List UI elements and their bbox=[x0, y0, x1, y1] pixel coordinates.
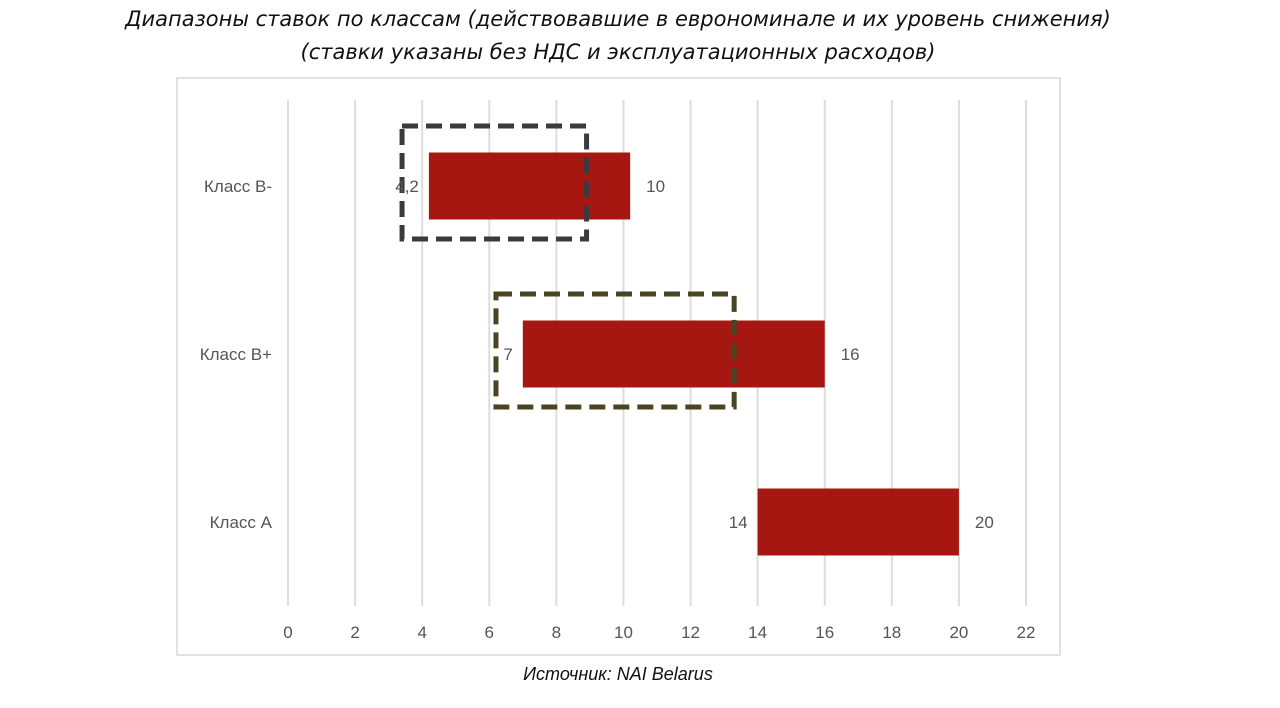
source-note: Источник: NAI Belarus bbox=[523, 664, 713, 684]
x-tick-label: 16 bbox=[815, 623, 834, 642]
chart-subtitle: (ставки указаны без НДС и эксплуатационн… bbox=[300, 40, 936, 64]
x-tick-label: 10 bbox=[614, 623, 633, 642]
x-tick-label: 2 bbox=[350, 623, 359, 642]
low-value-label: 14 bbox=[729, 513, 748, 532]
low-value-label: 4,2 bbox=[395, 177, 419, 196]
highlight-box bbox=[399, 123, 590, 242]
x-tick-label: 18 bbox=[882, 623, 901, 642]
x-tick-label: 8 bbox=[552, 623, 561, 642]
category-label: Класс B- bbox=[204, 177, 272, 196]
x-tick-label: 12 bbox=[681, 623, 700, 642]
low-value-label: 7 bbox=[503, 345, 512, 364]
high-value-label: 20 bbox=[975, 513, 994, 532]
x-tick-label: 20 bbox=[949, 623, 968, 642]
high-value-label: 16 bbox=[841, 345, 860, 364]
high-value-label: 10 bbox=[646, 177, 665, 196]
category-label: Класс B+ bbox=[200, 345, 272, 364]
data-labels: 4,2 10 7 16 14 20 bbox=[395, 177, 994, 532]
category-labels: Класс B- Класс B+ Класс A bbox=[200, 177, 273, 532]
category-label: Класс A bbox=[210, 513, 273, 532]
x-tick-label: 4 bbox=[417, 623, 426, 642]
highlight-box bbox=[493, 291, 737, 410]
chart-title: Диапазоны ставок по классам (действовавш… bbox=[125, 7, 1111, 31]
highlight-boxes bbox=[399, 123, 737, 410]
x-tick-label: 14 bbox=[748, 623, 767, 642]
range-bar bbox=[757, 488, 959, 556]
range-bar bbox=[428, 152, 631, 220]
bars bbox=[428, 152, 959, 556]
x-tick-label: 0 bbox=[283, 623, 292, 642]
x-tick-label: 22 bbox=[1017, 623, 1036, 642]
x-tick-labels: 0 2 4 6 8 10 12 14 16 18 20 22 bbox=[283, 623, 1035, 642]
range-bar bbox=[522, 320, 825, 388]
x-tick-label: 6 bbox=[485, 623, 494, 642]
